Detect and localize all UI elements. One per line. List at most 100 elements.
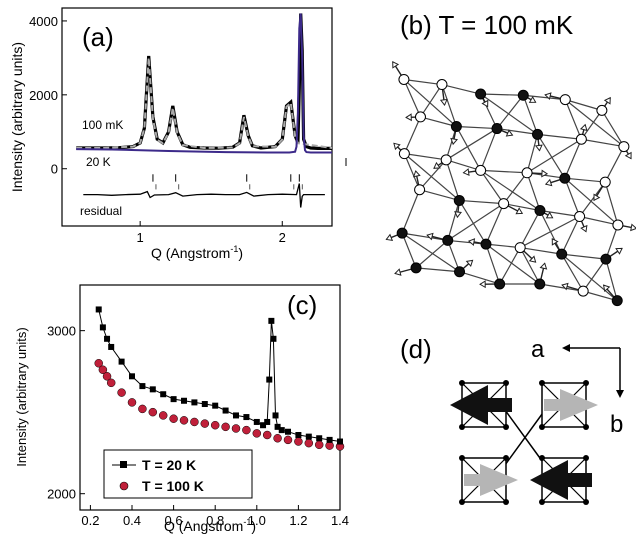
b-bond	[604, 181, 619, 226]
panel-c-xlabel: Q (Angstrom-1)	[164, 517, 256, 534]
c-point-100k	[294, 437, 303, 446]
panel-c-ylabel: Intensity (arbitrary units)	[14, 327, 29, 466]
c-ytick-label: 3000	[47, 324, 76, 339]
b-spin-arrowhead	[545, 211, 554, 219]
d-tet-vertex	[459, 424, 465, 430]
b-spin-arrowhead	[603, 96, 611, 105]
b-bond	[583, 290, 618, 302]
c-xtick-label: 0.4	[123, 513, 141, 528]
b-spin-arrowhead	[528, 255, 537, 263]
c-point-20k	[264, 418, 271, 425]
b-bond	[564, 99, 625, 148]
b-bond	[415, 239, 449, 269]
d-tet-vertex	[459, 455, 465, 461]
c-point-20k	[129, 373, 135, 380]
c-point-20k	[268, 317, 275, 324]
d-light-arrow	[544, 389, 598, 421]
axis-b-label: b	[610, 411, 623, 438]
label-20k: 20 K	[86, 155, 111, 169]
c-point-20k	[316, 435, 323, 442]
d-dark-arrow	[450, 385, 512, 425]
d-dark-arrow	[530, 460, 592, 500]
b-bond	[401, 232, 460, 273]
b-spin-arrowhead	[462, 168, 470, 176]
b-spin-arrowhead	[454, 211, 462, 219]
a-ytick-label: 0	[51, 162, 58, 177]
b-bond	[441, 84, 457, 127]
c-point-20k	[266, 376, 273, 383]
c-point-100k	[262, 430, 272, 440]
axis-b-arrowhead	[616, 390, 624, 398]
axis-a-arrowhead	[562, 344, 570, 352]
b-bond	[485, 203, 505, 245]
c-point-100k	[283, 435, 293, 445]
b-bond	[564, 177, 606, 183]
c-point-100k	[179, 416, 189, 425]
d-tet-vertex	[539, 380, 545, 386]
c-xtick-label: 1.2	[289, 513, 307, 528]
b-spin-arrowhead	[394, 268, 402, 276]
b-spin-arrowhead	[593, 193, 601, 202]
c-point-100k	[106, 378, 116, 388]
b-bond	[403, 116, 422, 154]
c-point-100k	[231, 424, 241, 433]
c-point-100k	[242, 425, 251, 435]
b-spin-arrowhead	[615, 247, 623, 255]
c-point-20k	[139, 383, 146, 390]
b-atom	[534, 278, 546, 290]
c-point-100k	[138, 404, 147, 414]
b-bond	[605, 224, 619, 260]
b-atom	[398, 148, 410, 160]
panel-c-chart: (c) 2000 3000 0.2 0.4 0.6 0.8 1.0 1.2 1.4 Intens…	[14, 284, 349, 534]
c-xtick-label: 0.8	[206, 513, 224, 528]
d-tet-vertex	[503, 424, 509, 430]
b-bond	[485, 243, 541, 285]
b-bond	[446, 159, 481, 171]
d-connector	[504, 409, 546, 466]
b-spin-arrowhead	[505, 129, 514, 137]
b-bond	[539, 209, 580, 218]
c-point-20k	[326, 436, 333, 443]
c-xtick-label: 0.6	[165, 513, 183, 528]
b-atom	[414, 184, 426, 196]
b-spin-arrowhead	[539, 262, 548, 270]
c-ytick-label: 2000	[47, 487, 76, 502]
b-spin-arrowhead	[579, 123, 588, 132]
b-bond	[604, 146, 625, 183]
b-bond	[519, 215, 580, 249]
b-spin-arrowhead	[630, 223, 636, 232]
d-tet-vertex	[459, 499, 465, 505]
d-tet-vertex	[583, 455, 589, 461]
b-atom	[577, 285, 589, 297]
b-atom	[534, 205, 546, 217]
b-bond	[404, 153, 447, 161]
b-bond	[601, 110, 625, 147]
legend-label-20k: T = 20 K	[142, 457, 196, 473]
b-bond	[401, 232, 417, 269]
b-bond	[403, 153, 460, 201]
b-bond	[496, 127, 538, 135]
c-point-100k	[252, 429, 262, 438]
b-bond	[419, 84, 443, 118]
b-atom	[440, 154, 452, 166]
c-point-20k	[104, 335, 111, 342]
b-atom	[498, 198, 510, 210]
b-spin-arrowhead	[602, 284, 611, 293]
b-bond	[526, 134, 539, 173]
d-tet-vertex	[459, 380, 465, 386]
b-bond	[561, 253, 584, 292]
b-atom	[596, 104, 608, 116]
c-point-20k	[243, 414, 250, 421]
b-atom	[410, 262, 422, 274]
b-bond	[565, 99, 603, 111]
c-point-100k	[210, 420, 220, 430]
b-bond	[480, 128, 498, 171]
b-bond	[480, 93, 524, 96]
b-bond	[420, 116, 457, 128]
c-point-20k	[260, 422, 267, 429]
b-bond	[564, 139, 582, 179]
b-bond	[455, 126, 482, 171]
b-spin-arrowhead	[412, 170, 421, 178]
b-bond	[539, 283, 584, 292]
